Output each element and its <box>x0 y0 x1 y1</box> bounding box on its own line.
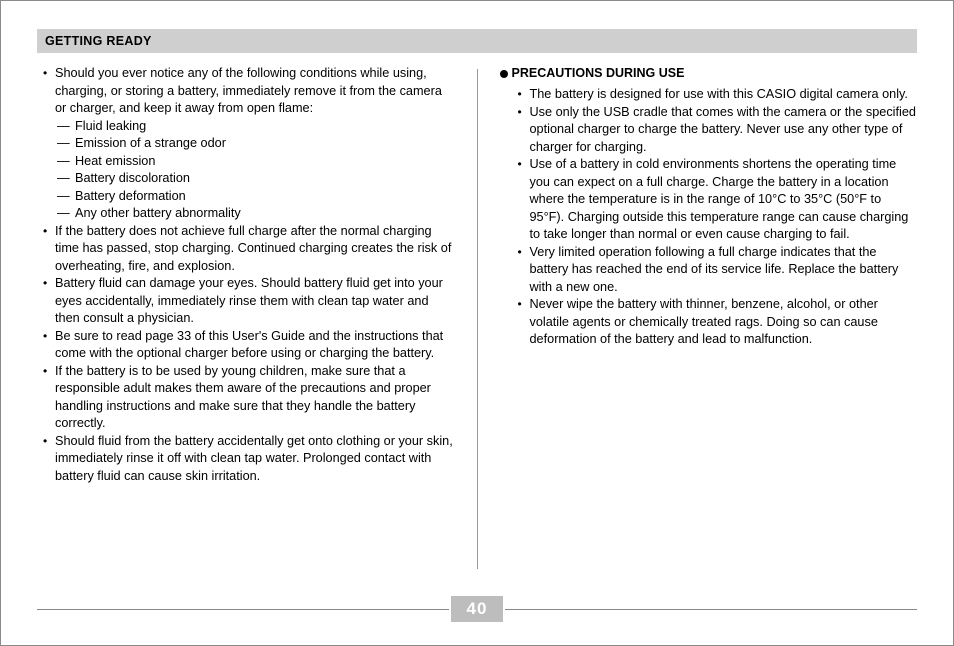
list-item: The battery is designed for use with thi… <box>518 86 918 104</box>
list-item: Be sure to read page 33 of this User's G… <box>43 328 455 363</box>
list-item: If the battery does not achieve full cha… <box>43 223 455 276</box>
content-columns: Should you ever notice any of the follow… <box>37 65 917 575</box>
bullet-dot-icon <box>500 70 508 78</box>
page-number: 40 <box>451 596 504 622</box>
subsection-heading: PRECAUTIONS DURING USE <box>500 65 918 82</box>
footer-line-left <box>37 609 449 610</box>
list-item: Use only the USB cradle that comes with … <box>518 104 918 157</box>
list-item: Never wipe the battery with thinner, ben… <box>518 296 918 349</box>
right-bullet-list: The battery is designed for use with thi… <box>500 86 918 349</box>
sub-list: Fluid leaking Emission of a strange odor… <box>55 118 455 223</box>
list-item-text: Should you ever notice any of the follow… <box>55 66 442 115</box>
sub-list-item: Heat emission <box>57 153 455 171</box>
sub-list-item: Any other battery abnormality <box>57 205 455 223</box>
list-item: Should you ever notice any of the follow… <box>43 65 455 223</box>
list-item: Battery fluid can damage your eyes. Shou… <box>43 275 455 328</box>
sub-list-item: Battery discoloration <box>57 170 455 188</box>
column-divider <box>477 69 478 569</box>
section-header-title: GETTING READY <box>45 34 152 48</box>
list-item: Very limited operation following a full … <box>518 244 918 297</box>
sub-list-item: Emission of a strange odor <box>57 135 455 153</box>
footer-line-right <box>505 609 917 610</box>
sub-list-item: Battery deformation <box>57 188 455 206</box>
page-footer: 40 <box>37 597 917 621</box>
right-column: PRECAUTIONS DURING USE The battery is de… <box>500 65 918 575</box>
list-item: Should fluid from the battery accidental… <box>43 433 455 486</box>
sub-list-item: Fluid leaking <box>57 118 455 136</box>
left-column: Should you ever notice any of the follow… <box>37 65 455 575</box>
section-header: GETTING READY <box>37 29 917 53</box>
list-item: If the battery is to be used by young ch… <box>43 363 455 433</box>
page: GETTING READY Should you ever notice any… <box>0 0 954 646</box>
list-item: Use of a battery in cold environments sh… <box>518 156 918 244</box>
left-bullet-list: Should you ever notice any of the follow… <box>37 65 455 485</box>
subsection-heading-text: PRECAUTIONS DURING USE <box>512 65 685 82</box>
